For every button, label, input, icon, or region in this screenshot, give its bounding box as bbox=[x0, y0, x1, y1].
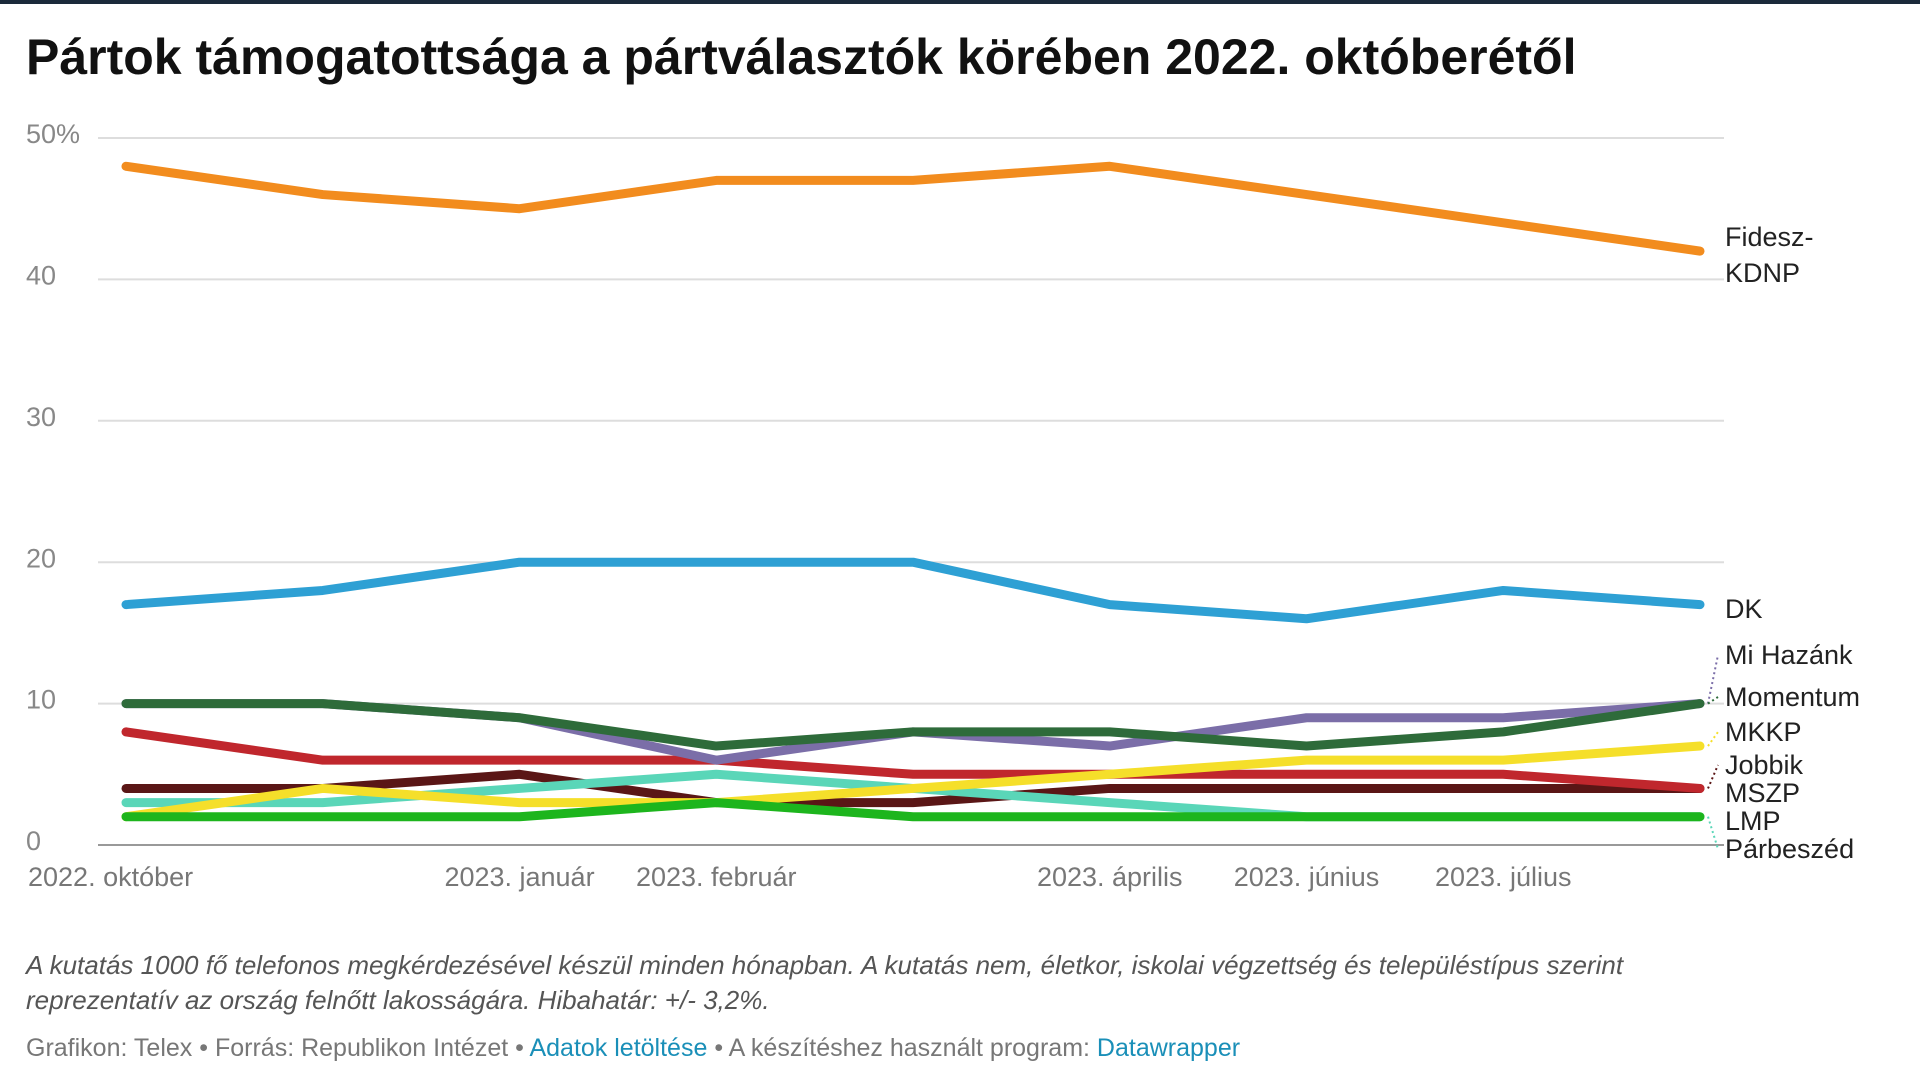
series-line bbox=[121, 161, 1705, 256]
leader-line bbox=[1707, 764, 1719, 789]
y-tick-label: 20 bbox=[26, 543, 56, 573]
x-tick-label: 2023. július bbox=[1435, 862, 1572, 892]
x-tick-label: 2023. június bbox=[1234, 862, 1380, 892]
series-label: Párbeszéd bbox=[1725, 834, 1855, 864]
chart-title: Pártok támogatottsága a pártválasztók kö… bbox=[26, 29, 1577, 85]
series-line bbox=[121, 557, 1705, 624]
series-label: Fidesz-KDNP bbox=[1725, 222, 1814, 288]
series-label: Momentum bbox=[1725, 682, 1861, 712]
separator: • bbox=[714, 1034, 724, 1062]
series-line bbox=[121, 727, 1705, 793]
program: A készítéshez használt program: bbox=[728, 1034, 1090, 1062]
y-tick-label: 0 bbox=[26, 826, 41, 856]
separator: • bbox=[515, 1034, 524, 1062]
y-tick-label: 40 bbox=[26, 261, 56, 291]
separator: • bbox=[199, 1034, 209, 1062]
x-tick-label: 2022. október bbox=[28, 862, 193, 892]
y-tick-label: 30 bbox=[26, 402, 56, 432]
x-tick-label: 2023. február bbox=[636, 862, 797, 892]
source: Forrás: Republikon Intézet bbox=[214, 1034, 509, 1062]
leader-line bbox=[1707, 654, 1719, 704]
y-tick-label: 10 bbox=[26, 685, 56, 715]
leader-line bbox=[1707, 696, 1719, 705]
credit: Grafikon: Telex bbox=[26, 1034, 193, 1062]
download-link[interactable]: Adatok letöltése bbox=[529, 1034, 708, 1062]
footer: Grafikon: Telex • Forrás: Republikon Int… bbox=[26, 1034, 1240, 1063]
series-line bbox=[121, 769, 1705, 808]
leader-line bbox=[1707, 816, 1719, 850]
series-label: Jobbik bbox=[1725, 750, 1804, 780]
top-bar bbox=[0, 0, 1920, 4]
tool-link[interactable]: Datawrapper bbox=[1096, 1034, 1241, 1062]
series-line bbox=[121, 741, 1705, 822]
series-line bbox=[121, 699, 1705, 751]
y-tick-label: 50% bbox=[26, 119, 80, 149]
leader-line bbox=[1707, 731, 1719, 747]
series-label: MKKP bbox=[1725, 717, 1802, 747]
x-tick-label: 2023. január bbox=[444, 862, 594, 892]
x-tick-label: 2023. április bbox=[1037, 862, 1183, 892]
series-label: MSZP bbox=[1725, 778, 1801, 808]
note: A kutatás 1000 fő telefonos megkérdezésé… bbox=[26, 950, 1624, 980]
series-label: Mi Hazánk bbox=[1725, 640, 1853, 670]
series-label: DK bbox=[1725, 594, 1763, 624]
series-label: LMP bbox=[1725, 806, 1781, 836]
note: reprezentatív az ország felnőtt lakosság… bbox=[26, 985, 770, 1015]
series-line bbox=[121, 798, 1705, 822]
